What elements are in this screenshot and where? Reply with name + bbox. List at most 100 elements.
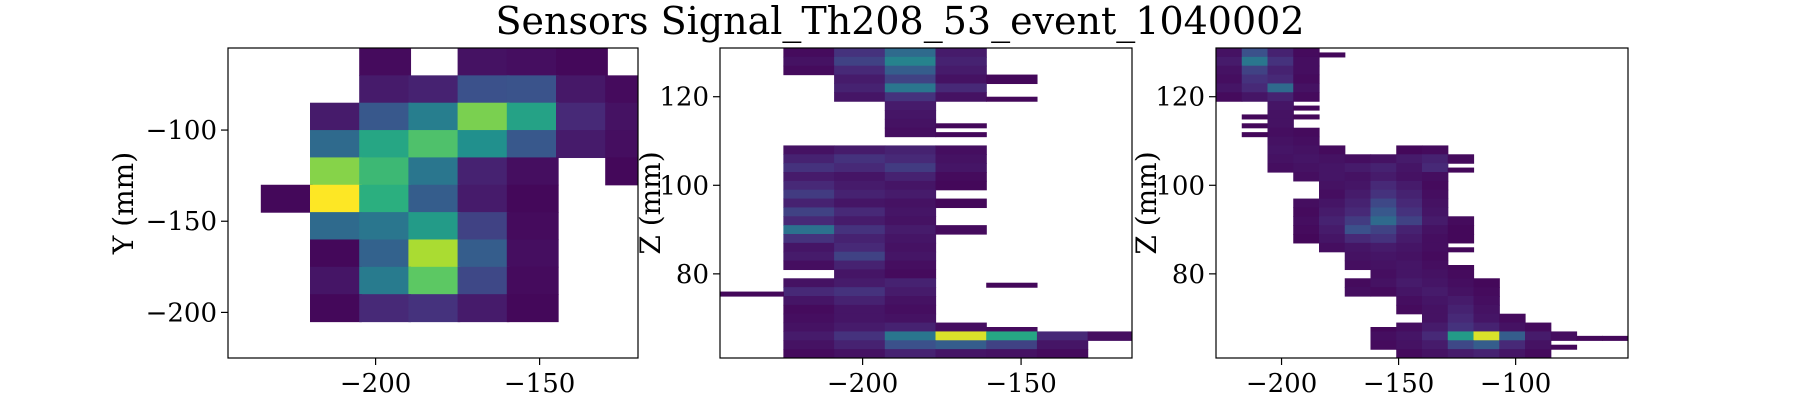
heatmap-cell <box>1344 260 1372 271</box>
heatmap-cell <box>884 296 937 306</box>
heatmap-cell <box>935 349 987 358</box>
heatmap-cell <box>1241 74 1269 85</box>
heatmap-cell <box>506 239 559 268</box>
heatmap-cell <box>408 184 461 213</box>
heatmap-cells <box>1216 48 1628 358</box>
heatmap-cell <box>1241 114 1269 120</box>
heatmap-cell <box>1293 163 1320 173</box>
heatmap-cell <box>935 132 987 138</box>
heatmap-cell <box>1422 296 1449 306</box>
heatmap-cell <box>1422 304 1449 315</box>
heatmap-cell <box>1293 48 1320 58</box>
heatmap-cell <box>1473 296 1500 306</box>
heatmap-cell <box>834 172 886 182</box>
heatmap-cell <box>1422 154 1449 164</box>
heatmap-cell <box>1344 172 1372 182</box>
x-tick-label: −200 <box>827 369 898 399</box>
heatmap-cell <box>1267 110 1294 120</box>
x-tick-label: −150 <box>985 369 1056 399</box>
heatmap-cell <box>1422 322 1449 333</box>
heatmap-cell <box>1319 207 1346 217</box>
heatmap-cell <box>359 184 412 213</box>
heatmap-cell <box>1422 260 1449 271</box>
heatmap-cell <box>1422 198 1449 209</box>
heatmap-cell <box>834 225 886 235</box>
heatmap-cell <box>605 102 638 131</box>
y-axis-label: Z (mm) <box>1130 151 1163 254</box>
heatmap-cell <box>1344 216 1372 226</box>
heatmap-cell <box>1447 154 1475 164</box>
heatmap-cell <box>1499 340 1526 350</box>
heatmap-cell <box>884 118 937 129</box>
heatmap-cell <box>310 239 362 268</box>
heatmap-cell <box>457 239 510 268</box>
heatmap-cell <box>1422 331 1449 341</box>
heatmap-cell <box>834 216 886 226</box>
heatmap-cell <box>834 287 886 297</box>
heatmap-cell <box>884 216 937 226</box>
heatmap-cell <box>1422 207 1449 217</box>
heatmap-cell <box>935 145 987 155</box>
x-tick-label: −200 <box>340 369 411 399</box>
heatmap-cell <box>1216 74 1243 85</box>
heatmap-cell <box>359 212 412 241</box>
heatmap-cell <box>408 48 461 49</box>
heatmap-cell <box>1473 349 1500 358</box>
heatmap-cell <box>884 234 937 244</box>
heatmap-cell <box>1216 48 1243 58</box>
heatmap-cell <box>1396 340 1423 350</box>
heatmap-cell <box>783 296 835 306</box>
heatmap-cell <box>1422 242 1449 253</box>
heatmap-cell <box>506 212 559 241</box>
heatmap-cell <box>408 130 461 159</box>
heatmap-cell <box>1370 216 1397 226</box>
heatmap-cell <box>1370 251 1397 262</box>
heatmap-cell <box>1447 278 1475 288</box>
heatmap-cell <box>1241 48 1269 58</box>
heatmap-cell <box>783 154 835 164</box>
heatmap-cell <box>834 56 886 67</box>
heatmap-cell <box>1422 340 1449 350</box>
y-tick-label: −100 <box>146 116 217 146</box>
heatmap-cell <box>1370 198 1397 209</box>
heatmap-cell <box>1293 154 1320 164</box>
heatmap-cell <box>1293 225 1320 235</box>
heatmap-cell <box>935 74 987 85</box>
heatmap-cell <box>935 154 987 164</box>
y-tick-label: 100 <box>659 171 709 201</box>
heatmap-cell <box>1447 304 1475 315</box>
heatmap-cell <box>1036 331 1089 341</box>
heatmap-cell <box>1473 340 1500 350</box>
heatmap-cell <box>1267 101 1294 111</box>
heatmap-cell <box>457 294 510 323</box>
heatmap-cell <box>1473 287 1500 297</box>
heatmap-cell <box>935 56 987 67</box>
heatmap-cell <box>1473 304 1500 315</box>
heatmap-cell <box>457 130 510 159</box>
heatmap-cell <box>834 340 886 350</box>
y-tick-label: −150 <box>146 207 217 237</box>
heatmap-cell <box>506 184 559 213</box>
heatmap-cell <box>986 96 1038 102</box>
heatmap-cell <box>1447 313 1475 324</box>
heatmap-cell <box>1422 216 1449 226</box>
heatmap-cell <box>783 56 835 67</box>
heatmap-cell <box>1447 287 1475 297</box>
heatmap-cell <box>1319 163 1346 173</box>
heatmap-cell <box>1576 335 1603 341</box>
heatmap-cell <box>783 225 835 235</box>
heatmap-cell <box>935 48 987 58</box>
heatmap-cell <box>884 110 937 120</box>
heatmap-cell <box>935 83 987 93</box>
heatmap-cell <box>1293 136 1320 147</box>
heatmap-cell <box>884 269 937 279</box>
heatmap-cell <box>605 157 638 186</box>
y-tick-label: −200 <box>146 298 217 328</box>
heatmap-cell <box>1293 83 1320 93</box>
heatmap-cell <box>1216 92 1243 102</box>
heatmap-cell <box>1396 304 1423 315</box>
heatmap-cell <box>834 296 886 306</box>
heatmap-cell <box>783 207 835 217</box>
heatmap-cell <box>1370 331 1397 341</box>
heatmap-cell <box>1370 207 1397 217</box>
